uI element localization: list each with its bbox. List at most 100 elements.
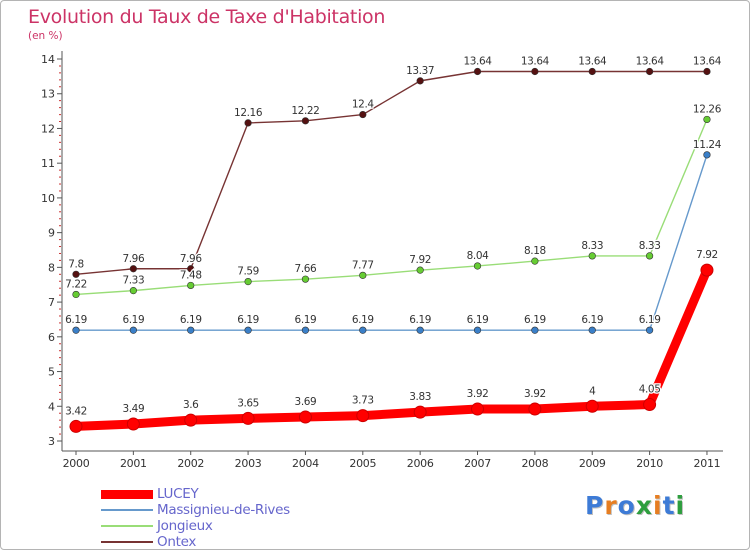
data-label-jongieux: 7.59 <box>237 266 259 278</box>
data-point-ontex <box>187 265 195 273</box>
data-label-jongieux: 7.22 <box>65 278 87 290</box>
y-tick-label: 3 <box>48 435 55 448</box>
data-label-jongieux: 7.77 <box>352 259 374 271</box>
data-label-lucey: 3.65 <box>237 397 259 409</box>
data-label-lucey: 7.92 <box>696 249 718 261</box>
x-tick-label: 2011 <box>694 457 721 470</box>
series-line-massignieu-de-rives <box>75 154 708 331</box>
data-label-lucey: 3.73 <box>352 395 374 407</box>
data-label-jongieux: 7.33 <box>122 275 144 287</box>
data-point-lucey <box>69 419 83 433</box>
data-point-ontex <box>531 67 539 76</box>
legend-swatch-ontex <box>101 541 153 543</box>
data-point-ontex <box>703 67 711 76</box>
data-point-jongieux <box>645 252 654 260</box>
data-point-ontex <box>473 67 482 76</box>
data-point-massignieu-de-rives <box>531 326 539 334</box>
data-point-ontex <box>129 265 137 273</box>
data-point-massignieu-de-rives <box>473 326 482 334</box>
data-point-massignieu-de-rives <box>187 326 195 334</box>
logo-letter: P <box>585 491 605 520</box>
data-point-ontex <box>301 117 310 125</box>
data-label-jongieux: 8.18 <box>524 245 546 257</box>
proxiti-logo: Proxiti <box>585 491 685 520</box>
data-point-jongieux <box>588 252 596 260</box>
data-point-ontex <box>359 110 367 119</box>
data-point-jongieux <box>129 287 137 295</box>
data-label-ontex: 12.22 <box>291 105 319 117</box>
x-tick-label: 2009 <box>579 457 606 470</box>
data-label-jongieux: 7.48 <box>180 269 202 281</box>
data-point-lucey <box>643 398 657 412</box>
y-tick-label: 13 <box>41 88 55 101</box>
logo-letter: x <box>635 491 653 520</box>
data-label-massignieu-de-rives: 6.19 <box>639 314 661 326</box>
data-point-jongieux <box>244 278 252 286</box>
legend-label-ontex: Ontex <box>157 534 197 550</box>
x-tick-label: 2010 <box>636 457 663 470</box>
data-point-massignieu-de-rives <box>416 326 424 334</box>
data-point-massignieu-de-rives <box>129 326 137 334</box>
data-point-jongieux <box>301 275 310 283</box>
data-label-lucey: 3.6 <box>183 399 199 411</box>
y-tick-label: 7 <box>48 296 55 309</box>
data-point-jongieux <box>416 266 424 274</box>
data-label-ontex: 13.64 <box>521 56 550 68</box>
legend-item-lucey: LUCEY <box>101 486 341 502</box>
y-tick-label: 4 <box>48 400 55 413</box>
legend-swatch-massignieu-de-rives <box>101 509 153 511</box>
legend-item-massignieu-de-rives: Massignieu-de-Rives <box>101 502 341 518</box>
x-tick-label: 2001 <box>120 457 147 470</box>
logo-letter: t <box>662 491 676 520</box>
data-point-massignieu-de-rives <box>244 326 252 334</box>
data-label-ontex: 13.64 <box>463 56 492 68</box>
data-label-lucey: 3.92 <box>524 388 546 400</box>
legend-swatch-lucey <box>101 489 153 499</box>
data-label-lucey: 3.49 <box>122 403 144 415</box>
logo-letter: i <box>675 491 686 520</box>
y-tick-label: 5 <box>48 366 55 379</box>
data-label-lucey: 4 <box>589 385 596 397</box>
data-point-lucey <box>700 263 714 277</box>
legend-item-jongieux: Jongieux <box>101 518 341 534</box>
legend-swatch-jongieux <box>101 525 153 527</box>
data-point-lucey <box>585 399 599 413</box>
data-label-ontex: 7.8 <box>68 258 84 270</box>
data-label-massignieu-de-rives: 6.19 <box>524 314 546 326</box>
data-label-ontex: 13.37 <box>406 65 434 77</box>
data-point-lucey <box>298 410 312 424</box>
data-label-ontex: 7.96 <box>180 253 202 265</box>
data-point-massignieu-de-rives <box>645 326 654 334</box>
data-point-lucey <box>241 411 255 425</box>
series-line-lucey <box>71 265 712 431</box>
data-label-ontex: 13.64 <box>693 56 722 68</box>
series-line-jongieux <box>75 118 708 296</box>
data-label-jongieux: 8.33 <box>639 240 661 252</box>
data-point-ontex <box>588 67 596 76</box>
data-point-lucey <box>528 402 542 416</box>
data-label-lucey: 3.69 <box>295 396 317 408</box>
data-label-jongieux: 7.92 <box>409 254 431 266</box>
data-point-lucey <box>413 405 427 419</box>
data-label-jongieux: 8.04 <box>467 250 489 262</box>
data-label-massignieu-de-rives: 6.19 <box>65 314 87 326</box>
x-tick-label: 2008 <box>521 457 548 470</box>
data-point-massignieu-de-rives <box>703 151 711 159</box>
x-tick-label: 2000 <box>63 457 90 470</box>
y-tick-label: 11 <box>41 157 55 170</box>
data-point-jongieux <box>187 281 195 290</box>
x-tick-label: 2006 <box>407 457 434 470</box>
data-point-jongieux <box>72 290 80 299</box>
data-label-ontex: 13.64 <box>636 56 665 68</box>
data-point-massignieu-de-rives <box>72 326 80 334</box>
data-label-jongieux: 12.26 <box>693 103 722 115</box>
x-tick-label: 2007 <box>464 457 491 470</box>
legend-label-jongieux: Jongieux <box>157 518 213 534</box>
data-point-jongieux <box>473 262 482 270</box>
data-point-massignieu-de-rives <box>359 326 367 334</box>
x-tick-label: 2004 <box>292 457 319 470</box>
data-label-lucey: 4.05 <box>639 384 661 396</box>
data-label-ontex: 13.64 <box>578 56 607 68</box>
